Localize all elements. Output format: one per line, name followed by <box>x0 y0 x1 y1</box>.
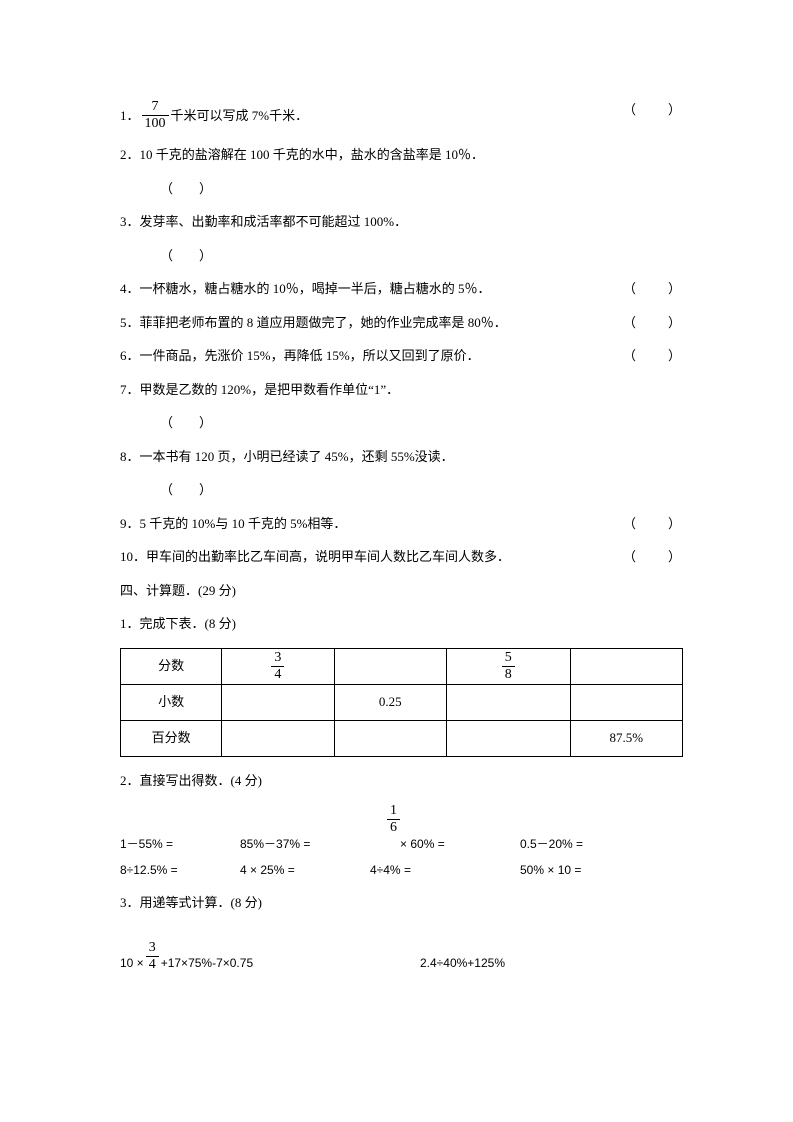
question-8: 8．一本书有 120 页，小明已经读了 45%，还剩 55%没读． <box>120 447 683 467</box>
question-3: 3．发芽率、出勤率和成活率都不可能超过 100%． <box>120 212 683 232</box>
section-4-title: 四、计算题．(29 分) <box>120 581 683 601</box>
question-9: 9．5 千克的 10%与 10 千克的 5%相等． （ ） <box>120 514 683 534</box>
expr-1: 10 × 3 4 +17×75%-7×0.75 <box>120 941 420 972</box>
frac-above-row: 1 6 <box>120 804 683 835</box>
question-4: 4．一杯糖水，糖占糖水的 10％，喝掉一半后，糖占糖水的 5％． （ ） <box>120 279 683 299</box>
calc-item: 4 × 25% = <box>240 861 370 879</box>
q5-paren[interactable]: （ ） <box>623 313 683 333</box>
q7-paren[interactable]: （ ） <box>120 413 683 433</box>
question-10: 10．甲车间的出勤率比乙车间高，说明甲车间人数比乙车间人数多． （ ） <box>120 547 683 567</box>
question-7: 7．甲数是乙数的 120%，是把甲数看作单位“1”． <box>120 380 683 400</box>
q6-paren[interactable]: （ ） <box>623 346 683 366</box>
question-6: 6．一件商品，先涨价 15%，再降低 15%，所以又回到了原价． （ ） <box>120 346 683 366</box>
q9-paren[interactable]: （ ） <box>623 514 683 534</box>
table-row: 百分数 87.5% <box>121 720 683 756</box>
cell-empty[interactable] <box>570 684 682 720</box>
calc-item: 8÷12.5% = <box>120 861 240 879</box>
worksheet-content: 1． 7 100 千米可以写成 7%千米． （ ） 2．10 千克的盐溶解在 1… <box>120 100 683 972</box>
sub1-title: 1．完成下表．(8 分) <box>120 614 683 634</box>
calc-item: 85%－37% = <box>240 835 370 853</box>
cell-empty[interactable] <box>222 684 334 720</box>
cell-percent: 87.5% <box>570 720 682 756</box>
cell-frac-1: 3 4 <box>222 648 334 684</box>
calc-item: 50% × 10 = <box>520 861 640 879</box>
calc-item: 4÷4% = <box>370 861 520 879</box>
cell-empty[interactable] <box>446 720 570 756</box>
q4-paren[interactable]: （ ） <box>623 279 683 299</box>
expr-row: 10 × 3 4 +17×75%-7×0.75 2.4÷40%+125% <box>120 941 683 972</box>
table-row: 小数 0.25 <box>121 684 683 720</box>
cell-empty[interactable] <box>222 720 334 756</box>
cell-empty[interactable] <box>334 720 446 756</box>
question-1: 1． 7 100 千米可以写成 7%千米． （ ） <box>120 100 683 131</box>
question-5: 5．菲菲把老师布置的 8 道应用题做完了，她的作业完成率是 80％． （ ） <box>120 313 683 333</box>
calc-item: × 60% = <box>370 835 520 853</box>
calc-grid: 1－55% = 85%－37% = × 60% = 0.5－20% = 8÷12… <box>120 835 683 879</box>
calc-item: 1－55% = <box>120 835 240 853</box>
sub2-title: 2．直接写出得数．(4 分) <box>120 771 683 791</box>
q8-paren[interactable]: （ ） <box>120 480 683 500</box>
q2-paren[interactable]: （ ） <box>120 179 683 199</box>
header-decimal: 小数 <box>121 684 222 720</box>
cell-decimal: 0.25 <box>334 684 446 720</box>
sub3-title: 3．用递等式计算．(8 分) <box>120 893 683 913</box>
cell-frac-2: 5 8 <box>446 648 570 684</box>
question-2: 2．10 千克的盐溶解在 100 千克的水中，盐水的含盐率是 10％． <box>120 145 683 165</box>
cell-empty[interactable] <box>446 684 570 720</box>
header-fraction: 分数 <box>121 648 222 684</box>
q3-paren[interactable]: （ ） <box>120 246 683 266</box>
fraction-table: 分数 3 4 5 8 小数 0.25 百分数 <box>120 648 683 757</box>
q1-paren[interactable]: （ ） <box>623 100 683 120</box>
q1-text: 千米可以写成 7%千米． <box>171 106 309 126</box>
cell-empty[interactable] <box>570 648 682 684</box>
calc-item: 0.5－20% = <box>520 835 640 853</box>
q10-paren[interactable]: （ ） <box>623 547 683 567</box>
q1-fraction: 7 100 <box>142 100 169 131</box>
header-percent: 百分数 <box>121 720 222 756</box>
q1-num: 1． <box>120 106 140 126</box>
cell-empty[interactable] <box>334 648 446 684</box>
expr-2: 2.4÷40%+125% <box>420 941 505 972</box>
table-row: 分数 3 4 5 8 <box>121 648 683 684</box>
